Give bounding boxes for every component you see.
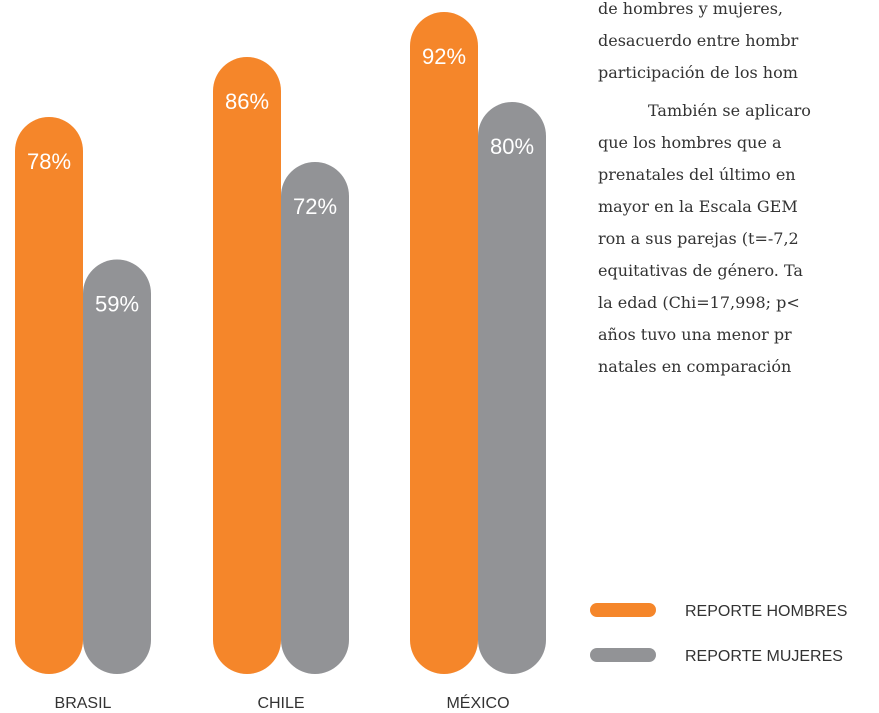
body-text-line: ron a sus parejas (t=-7,2 [598,229,799,248]
body-text-line: natales en comparación [598,357,791,376]
value-label: 78% [27,149,71,174]
body-text-line: de hombres y mujeres, [598,0,783,18]
legend-label: REPORTE HOMBRES [685,603,847,620]
body-text-line: años tuvo una menor pr [598,325,792,344]
bar [15,117,83,674]
value-label: 86% [225,89,269,114]
body-text-line: También se aplicaro [648,101,811,120]
legend-swatch [590,603,656,617]
body-text-line: participación de los hom [598,63,798,82]
x-tick-label: MÉXICO [446,693,509,712]
value-label: 80% [490,134,534,159]
body-text-line: mayor en la Escala GEM [598,197,798,216]
x-tick-label: BRASIL [55,695,112,712]
x-tick-label: CHILE [257,695,304,712]
value-label: 92% [422,44,466,69]
body-text-line: que los hombres que a [598,133,782,152]
body-text-line: la edad (Chi=17,998; p< [598,293,800,312]
legend-swatch [590,648,656,662]
bar [281,162,349,674]
bar [83,259,151,674]
bar [478,102,546,674]
body-text-line: prenatales del último en [598,165,796,184]
body-text-line: equitativas de género. Ta [598,261,803,280]
body-text-line: desacuerdo entre hombr [598,31,799,50]
bar [410,12,478,674]
legend-label: REPORTE MUJERES [685,648,843,665]
value-label: 72% [293,194,337,219]
bar [213,57,281,674]
value-label: 59% [95,292,139,317]
